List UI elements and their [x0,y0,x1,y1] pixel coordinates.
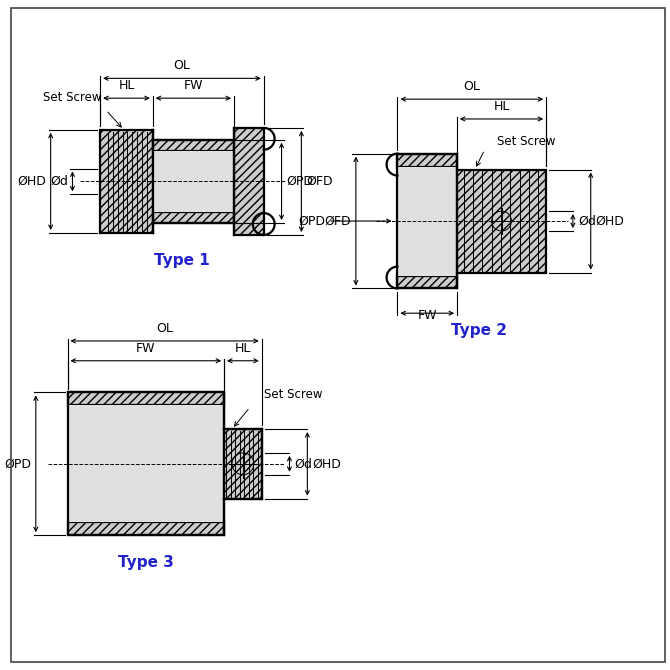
Text: HL: HL [234,342,251,355]
Polygon shape [68,405,224,523]
Text: Ød: Ød [578,214,596,228]
Text: FW: FW [417,309,437,322]
Text: ØFD: ØFD [306,175,333,188]
Text: OL: OL [156,322,173,335]
Text: ØPD: ØPD [4,458,31,470]
Polygon shape [234,128,264,235]
Polygon shape [457,170,546,273]
Text: ØPD: ØPD [298,214,325,228]
Polygon shape [153,212,234,223]
Polygon shape [397,275,457,288]
Text: ØPD: ØPD [287,175,314,188]
Text: FW: FW [136,342,155,355]
Polygon shape [68,523,224,535]
Text: Type 1: Type 1 [154,253,210,268]
Text: OL: OL [174,60,190,72]
Text: Set Screw: Set Screw [43,91,102,104]
Text: ØFD: ØFD [324,214,351,228]
Text: ØHD: ØHD [312,458,341,470]
Text: HL: HL [493,100,510,113]
Text: OL: OL [464,80,480,93]
Text: Set Screw: Set Screw [497,135,555,147]
Text: Set Screw: Set Screw [264,389,323,401]
Polygon shape [100,130,153,233]
Text: ØHD: ØHD [596,214,624,228]
Polygon shape [153,151,234,212]
Text: Ød: Ød [51,175,68,188]
Polygon shape [153,140,234,151]
Text: Type 2: Type 2 [452,322,507,338]
Text: Type 3: Type 3 [118,555,174,570]
Polygon shape [68,393,224,405]
Text: FW: FW [184,79,203,92]
Polygon shape [397,167,457,275]
Polygon shape [397,153,457,167]
Polygon shape [224,429,262,498]
Text: ØHD: ØHD [17,175,46,188]
Text: HL: HL [119,79,135,92]
Text: Ød: Ød [294,458,312,470]
